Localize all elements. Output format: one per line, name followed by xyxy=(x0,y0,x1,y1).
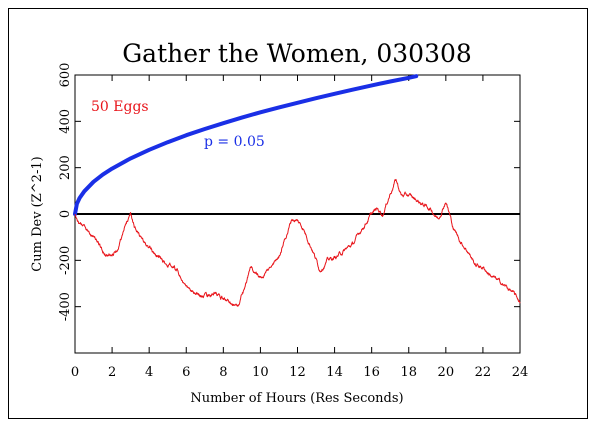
probability-envelope-line xyxy=(73,74,419,216)
chart-title: Gather the Women, 030308 xyxy=(122,39,472,68)
eggs-count-label: 50 Eggs xyxy=(91,99,149,115)
cumulative-deviation-line xyxy=(74,178,521,307)
outer-frame xyxy=(8,8,588,419)
y-tick-label: 400 xyxy=(58,109,73,134)
series-layer xyxy=(73,74,521,307)
x-tick-label: 14 xyxy=(326,365,343,380)
y-tick-label: -200 xyxy=(58,246,73,275)
y-tick-label: -400 xyxy=(58,292,73,321)
y-tick-label: 200 xyxy=(58,155,73,180)
x-tick-label: 24 xyxy=(512,365,529,380)
x-tick-label: 18 xyxy=(400,365,417,380)
x-tick-label: 20 xyxy=(438,365,455,380)
x-tick-label: 2 xyxy=(108,365,116,380)
x-tick-label: 8 xyxy=(219,365,227,380)
y-axis-label: Cum Dev (Z^2-1) xyxy=(30,156,45,271)
x-tick-label: 6 xyxy=(182,365,190,380)
x-tick-label: 12 xyxy=(289,365,306,380)
x-axis-label: Number of Hours (Res Seconds) xyxy=(190,391,403,406)
significance-label: p = 0.05 xyxy=(204,134,265,150)
y-tick-label: 600 xyxy=(58,63,73,88)
x-tick-label: 0 xyxy=(71,365,79,380)
x-tick-label: 4 xyxy=(145,365,153,380)
x-tick-label: 16 xyxy=(363,365,380,380)
x-tick-label: 22 xyxy=(475,365,492,380)
x-tick-label: 10 xyxy=(252,365,269,380)
y-tick-label: 0 xyxy=(58,210,73,218)
